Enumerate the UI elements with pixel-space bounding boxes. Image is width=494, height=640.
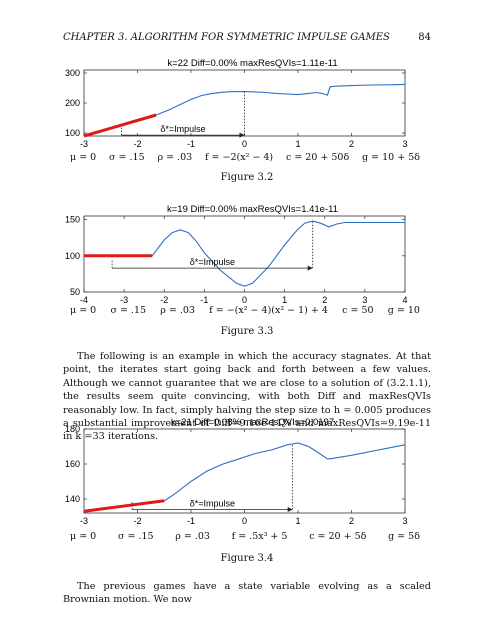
param: ρ = .03 — [157, 152, 193, 163]
impulse-annotation: δ*=Impulse — [160, 124, 205, 134]
figure-3-2: k=22 Diff=0.00% maxResQVIs=1.11e-11 -3 -2 -… — [0, 52, 494, 197]
figure-caption: Figure 3.3 — [220, 326, 274, 337]
param: μ = 0 — [70, 531, 97, 542]
figure-3-2-params: μ = 0 σ = .15 ρ = .03 f = −2(x² − 4) c =… — [70, 152, 420, 163]
figure-3-3: k=19 Diff=0.00% maxResQVIs=1.41e-11 -4 -3 -… — [0, 200, 494, 350]
x-tick-label: -3 — [80, 139, 88, 149]
impulse-annotation: δ*=Impulse — [190, 499, 235, 509]
value-function-line — [83, 83, 406, 137]
chart-title: k=19 Diff=0.00% maxResQVIs=1.41e-11 — [167, 204, 338, 215]
param: f = −2(x² − 4) — [205, 152, 274, 163]
x-tick-label: 0 — [242, 139, 247, 149]
impulse-arrow-head — [287, 507, 293, 512]
y-tick-label: 200 — [65, 98, 80, 108]
param: c = 50 — [342, 305, 374, 316]
x-tick-label: -1 — [187, 516, 195, 526]
param: g = 5δ — [388, 531, 420, 542]
y-tick-label: 300 — [65, 68, 80, 78]
x-tick-label: 4 — [402, 295, 407, 305]
intervention-region-line — [83, 113, 157, 138]
intervention-region-line — [83, 499, 165, 513]
figure-3-4-chart: k=21 Diff=0.08% maxResQVIs=0.0197 -3 -2 -1 0… — [65, 417, 408, 526]
param: σ = .15 — [109, 152, 145, 163]
y-tick-label: 150 — [65, 215, 80, 225]
x-tick-label: -2 — [133, 516, 141, 526]
param: f = .5x³ + 5 — [231, 531, 288, 542]
param: μ = 0 — [70, 305, 97, 316]
impulse-annotation: δ*=Impulse — [190, 257, 235, 267]
impulse-arrow-head — [239, 132, 245, 138]
x-tick-label: 1 — [282, 295, 287, 305]
chart-title: k=21 Diff=0.08% maxResQVIs=0.0197 — [171, 417, 334, 428]
figure-3-4: k=21 Diff=0.08% maxResQVIs=0.0197 -3 -2 -1 0… — [0, 413, 494, 564]
chart-title: k=22 Diff=0.00% maxResQVIs=1.11e-11 — [167, 58, 337, 69]
param: ρ = .03 — [160, 305, 195, 316]
chapter-title: CHAPTER 3. ALGORITHM FOR SYMMETRIC IMPUL… — [63, 32, 390, 43]
figure-3-4-params: μ = 0 σ = .15 ρ = .03 f = .5x³ + 5 c = 2… — [70, 531, 420, 542]
x-tick-label: 0 — [242, 516, 247, 526]
figure-caption: Figure 3.4 — [220, 553, 274, 564]
figure-caption: Figure 3.2 — [220, 172, 274, 183]
x-tick-label: -2 — [133, 139, 141, 149]
param: c = 20 + 5δ — [309, 531, 367, 542]
param: μ = 0 — [70, 152, 97, 163]
param: c = 20 + 50δ — [285, 152, 350, 163]
y-tick-label: 100 — [65, 251, 80, 261]
x-tick-label: -1 — [187, 139, 195, 149]
figure-3-2-chart: k=22 Diff=0.00% maxResQVIs=1.11e-11 -3 -2 -… — [65, 58, 408, 149]
x-tick-label: -3 — [120, 295, 128, 305]
y-tick-label: 140 — [65, 494, 80, 504]
param: f = −(x² − 4)(x² − 1) + 4 — [209, 305, 328, 316]
x-tick-label: -2 — [160, 295, 168, 305]
y-tick-label: 160 — [65, 459, 80, 469]
figure-3-3-chart: k=19 Diff=0.00% maxResQVIs=1.41e-11 -4 -3 -… — [65, 204, 408, 305]
param: g = 10 + 5δ — [362, 152, 420, 163]
x-tick-label: 1 — [295, 516, 300, 526]
impulse-arrow-head — [307, 265, 313, 271]
value-function-line — [84, 220, 405, 287]
x-tick-label: 3 — [362, 295, 367, 305]
y-tick-label: 50 — [70, 287, 80, 297]
x-tick-label: 2 — [349, 516, 354, 526]
param: σ = .15 — [110, 305, 147, 316]
body-paragraph: The following is an example in which the… — [63, 351, 431, 443]
x-tick-label: -4 — [80, 295, 88, 305]
x-tick-label: 3 — [402, 139, 407, 149]
x-tick-label: 0 — [242, 295, 247, 305]
x-tick-label: 2 — [349, 139, 354, 149]
x-tick-label: -3 — [80, 516, 88, 526]
figure-3-3-params: μ = 0 σ = .15 ρ = .03 f = −(x² − 4)(x² −… — [70, 305, 420, 316]
param: ρ = .03 — [175, 531, 210, 542]
x-tick-label: -1 — [200, 295, 208, 305]
running-header: CHAPTER 3. ALGORITHM FOR SYMMETRIC IMPUL… — [63, 32, 431, 43]
param: σ = .15 — [117, 531, 154, 542]
x-tick-label: 3 — [402, 516, 407, 526]
plot-frame — [83, 215, 406, 293]
x-tick-label: 1 — [295, 139, 300, 149]
body-paragraph: The previous games have a state variable… — [63, 581, 431, 606]
x-tick-label: 2 — [322, 295, 327, 305]
param: g = 10 — [387, 305, 420, 316]
y-tick-label: 180 — [65, 424, 80, 434]
plot-frame — [83, 428, 406, 514]
y-tick-label: 100 — [65, 128, 80, 138]
value-function-line — [83, 442, 406, 512]
page-number: 84 — [418, 32, 431, 43]
